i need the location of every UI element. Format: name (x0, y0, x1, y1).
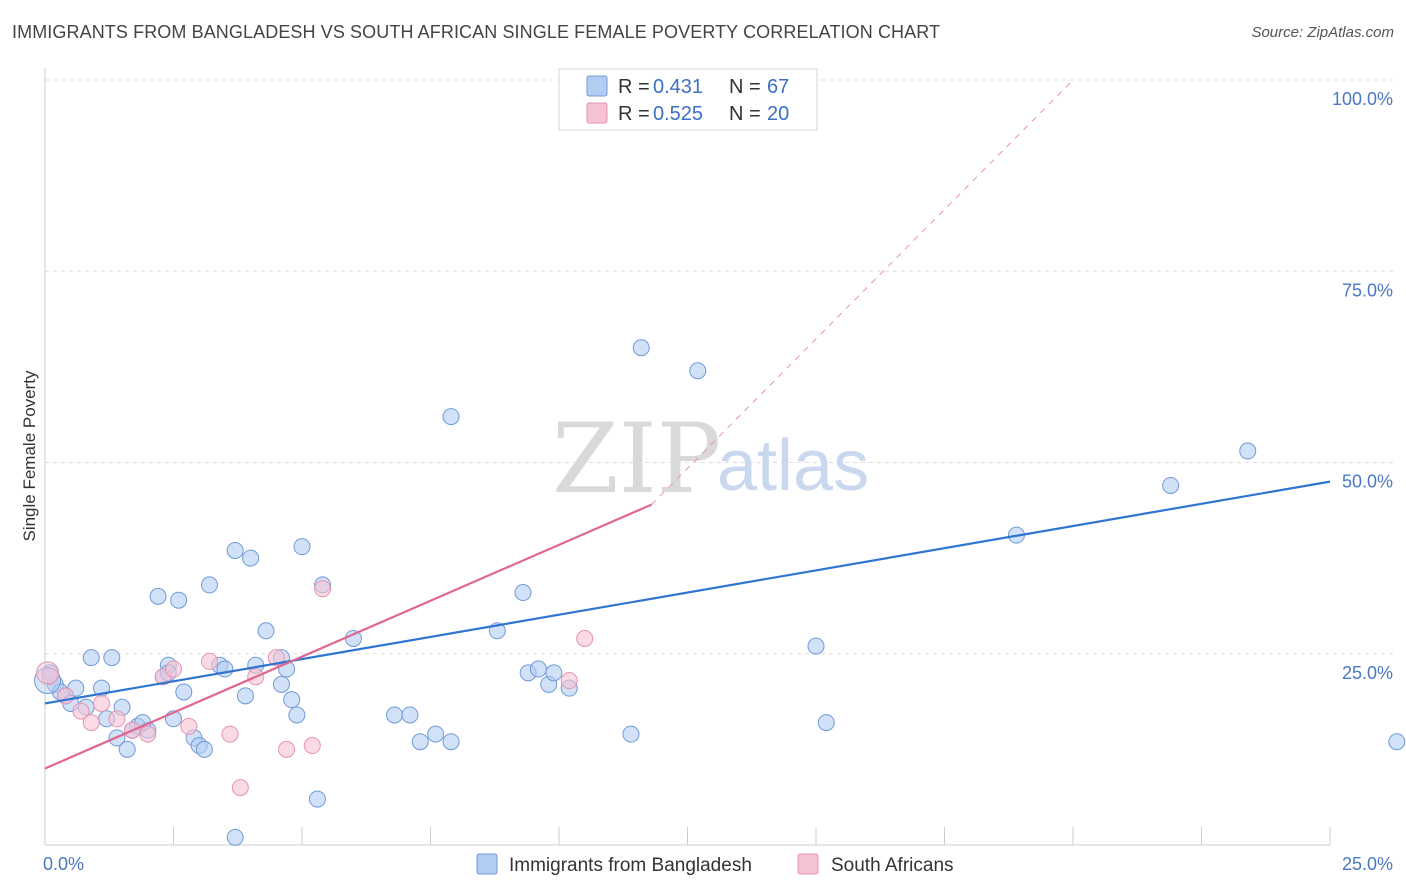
south-africans-point-10 (180, 717, 198, 735)
bangladesh-point-30 (216, 660, 234, 678)
bangladesh-point-45 (386, 706, 404, 724)
series-legend-swatch-bangladesh (476, 853, 498, 875)
south-africans-point-21 (560, 672, 578, 690)
bangladesh-point-32 (236, 687, 254, 705)
series-legend-label-south-africans: South Africans (831, 855, 954, 876)
legend-r-label-1: R = (618, 76, 650, 98)
y-tick-label-3: 100.0% (1332, 89, 1393, 109)
bangladesh-point-60 (689, 362, 707, 380)
bangladesh-point-50 (442, 733, 460, 751)
y-axis-title: Single Female Poverty (20, 370, 39, 542)
bangladesh-point-27 (195, 740, 213, 758)
x-tick-label-0: 0.0% (43, 854, 84, 874)
bangladesh-point-48 (427, 725, 445, 743)
chart-source: Source: ZipAtlas.com (1251, 24, 1394, 41)
bangladesh-point-18 (149, 587, 167, 605)
series-legend-label-bangladesh: Immigrants from Bangladesh (509, 855, 752, 876)
bangladesh-trend-line (44, 480, 1331, 705)
south-africans-point-7 (139, 725, 157, 743)
bangladesh-point-56 (545, 664, 563, 682)
south-africans-point-16 (278, 740, 296, 758)
series-legend: Immigrants from Bangladesh South African… (476, 853, 954, 876)
series-legend-swatch-south-africans (797, 853, 819, 875)
south-africans-cluster-point (36, 661, 60, 685)
bangladesh-point-10 (103, 649, 121, 667)
watermark-zip: ZIP (552, 403, 721, 515)
legend-n-value-1: 67 (767, 76, 789, 98)
legend-n-label-1: N = (729, 76, 761, 98)
legend-swatch-blue (586, 75, 608, 97)
bangladesh-point-33 (242, 549, 260, 567)
tick-labels: 25.0% 50.0% 75.0% 100.0% 0.0% 25.0% (43, 89, 1393, 874)
bangladesh-point-22 (170, 591, 188, 609)
south-africans-point-15 (267, 649, 285, 667)
bangladesh-point-31 (226, 541, 244, 559)
legend-r-label-2: R = (618, 103, 650, 125)
bangladesh-point-52 (514, 584, 532, 602)
stats-legend: R = 0.431 N = 67 R = 0.525 N = 20 (558, 68, 818, 131)
bangladesh-point-61 (817, 714, 835, 732)
grid-lines (45, 79, 1395, 655)
trend-lines (44, 79, 1331, 770)
south-africans-point-20 (576, 629, 594, 647)
bangladesh-point-64 (1162, 476, 1180, 494)
bangladesh-point-7 (82, 649, 100, 667)
watermark-atlas: atlas (717, 426, 869, 506)
chart-title: IMMIGRANTS FROM BANGLADESH VS SOUTH AFRI… (12, 22, 941, 42)
watermark: ZIP atlas (552, 403, 869, 515)
south-africans-point-12 (221, 725, 239, 743)
south-africans-point-3 (82, 714, 100, 732)
legend-swatch-pink (586, 102, 608, 124)
south-africans-point-9 (165, 660, 182, 678)
bangladesh-point-41 (272, 675, 290, 693)
bangladesh-point-65 (1239, 442, 1257, 460)
bangladesh-point-62 (807, 637, 825, 655)
legend-r-value-2: 0.525 (653, 103, 703, 125)
bangladesh-point-54 (529, 660, 547, 678)
bangladesh-point-59 (632, 339, 650, 357)
south-africans-point-18 (314, 580, 332, 598)
bangladesh-point-49 (442, 408, 460, 426)
y-tick-label-2: 75.0% (1342, 280, 1393, 300)
bangladesh-point-40 (308, 790, 326, 808)
south-africans-point-13 (231, 779, 249, 797)
bangladesh-point-47 (411, 733, 429, 751)
x-tick-label-1: 25.0% (1342, 854, 1393, 874)
south-africans-point-11 (200, 652, 218, 670)
south-africans-point-4 (93, 694, 111, 712)
bangladesh-point-35 (257, 622, 275, 640)
legend-r-value-1: 0.431 (653, 76, 703, 98)
bangladesh-point-67 (226, 828, 244, 846)
south-africans-point-17 (303, 737, 321, 755)
bangladesh-point-39 (293, 538, 311, 556)
south-africans-trend-extension (651, 79, 1074, 505)
bangladesh-point-28 (200, 576, 218, 594)
legend-n-value-2: 20 (767, 103, 789, 125)
bangladesh-point-38 (288, 706, 306, 724)
bangladesh-point-58 (622, 725, 640, 743)
bangladesh-point-23 (175, 683, 193, 701)
y-tick-label-1: 50.0% (1342, 472, 1393, 492)
south-africans-point-2 (72, 702, 90, 720)
bangladesh-point-46 (401, 706, 419, 724)
bangladesh-point-13 (118, 740, 136, 758)
y-tick-label-0: 25.0% (1342, 663, 1393, 683)
axes (44, 68, 1331, 846)
bangladesh-point-66 (1388, 733, 1406, 751)
bangladesh-point-42 (283, 691, 301, 709)
legend-n-label-2: N = (729, 103, 761, 125)
south-africans-point-5 (108, 710, 126, 728)
data-points (34, 71, 1406, 846)
south-africans-trend-line (44, 503, 652, 770)
